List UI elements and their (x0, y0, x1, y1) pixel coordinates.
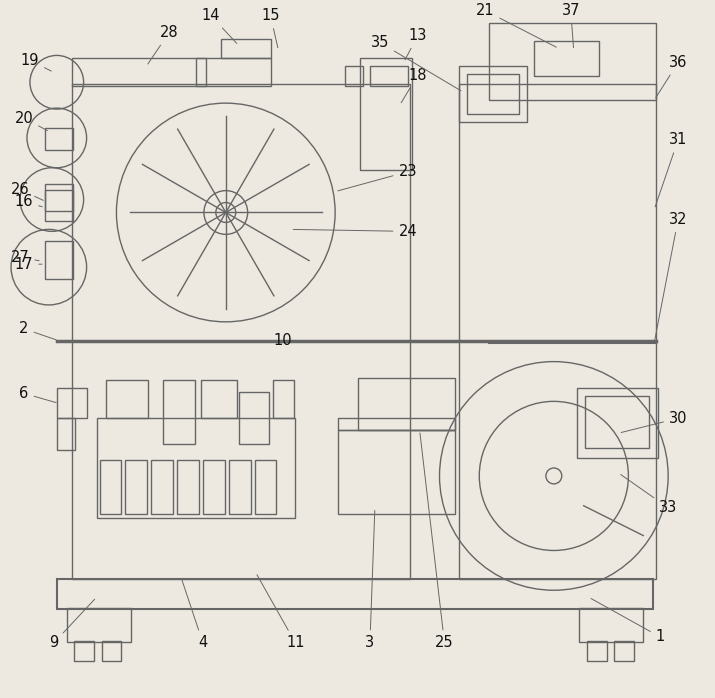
Text: 18: 18 (401, 68, 427, 103)
Text: 11: 11 (257, 574, 305, 651)
Bar (45, 184, 73, 221)
Text: 6: 6 (19, 386, 56, 403)
Bar (338, 418, 455, 430)
Bar (585, 396, 649, 448)
Text: 14: 14 (202, 8, 237, 43)
Text: 26: 26 (11, 182, 44, 200)
Bar (370, 66, 408, 87)
Bar (468, 74, 519, 114)
Bar (45, 242, 73, 279)
Bar (239, 392, 269, 444)
Bar (460, 84, 656, 341)
Bar (358, 378, 455, 430)
Text: 33: 33 (621, 475, 677, 515)
Bar (489, 22, 656, 100)
Bar (99, 460, 122, 514)
Bar (72, 84, 410, 341)
Text: 19: 19 (21, 53, 51, 71)
Text: 24: 24 (293, 224, 417, 239)
Text: 20: 20 (14, 110, 47, 131)
Bar (345, 66, 363, 87)
Text: 3: 3 (365, 510, 375, 651)
Bar (66, 608, 132, 642)
Bar (229, 460, 251, 514)
Bar (72, 59, 206, 87)
Bar (74, 641, 94, 661)
Bar (272, 380, 295, 418)
Text: 35: 35 (370, 35, 461, 91)
Bar (45, 128, 73, 150)
Bar (56, 418, 74, 450)
Bar (102, 641, 122, 661)
Text: 2: 2 (19, 321, 56, 340)
Bar (577, 389, 659, 458)
Bar (97, 418, 295, 518)
Bar (196, 59, 270, 87)
Text: 21: 21 (476, 3, 556, 47)
Text: 17: 17 (15, 257, 42, 272)
Text: 9: 9 (49, 599, 94, 651)
Bar (152, 460, 173, 514)
Bar (578, 608, 644, 642)
Bar (107, 380, 148, 418)
Bar (338, 430, 455, 514)
Text: 32: 32 (655, 212, 687, 340)
Text: 37: 37 (561, 3, 580, 47)
Text: 16: 16 (15, 194, 42, 209)
Bar (177, 460, 199, 514)
Bar (203, 460, 225, 514)
Bar (534, 40, 598, 76)
Bar (125, 460, 147, 514)
Bar (163, 380, 195, 444)
Text: 1: 1 (591, 599, 665, 644)
Text: 23: 23 (337, 164, 417, 191)
Bar (614, 641, 634, 661)
Text: 13: 13 (405, 28, 427, 60)
Bar (360, 59, 412, 170)
Bar (460, 66, 527, 122)
Bar (255, 460, 277, 514)
Text: 30: 30 (621, 410, 687, 433)
Bar (221, 38, 270, 59)
Bar (460, 341, 656, 579)
Text: 15: 15 (261, 8, 280, 47)
Bar (45, 190, 73, 211)
Text: 10: 10 (263, 333, 292, 348)
Text: 27: 27 (11, 250, 39, 265)
Text: 28: 28 (148, 25, 179, 64)
Bar (586, 641, 606, 661)
Bar (56, 579, 654, 609)
Bar (56, 389, 87, 418)
Text: 25: 25 (420, 433, 454, 651)
Text: 31: 31 (655, 133, 687, 207)
Text: 36: 36 (656, 55, 687, 98)
Bar (201, 380, 237, 418)
Text: 4: 4 (182, 580, 207, 651)
Bar (72, 341, 410, 579)
